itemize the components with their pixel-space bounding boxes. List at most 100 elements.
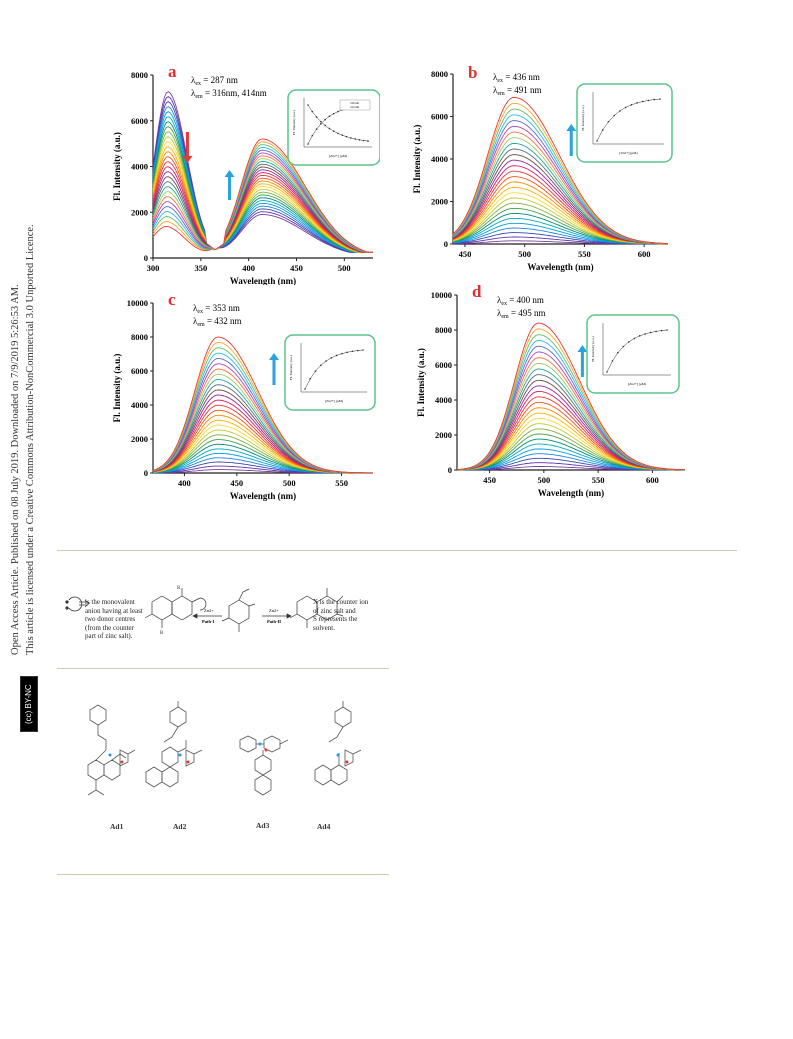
- spectrum-curve: [152, 136, 373, 253]
- inset-curve: [606, 329, 668, 373]
- right-note-line: solvent.: [313, 623, 335, 632]
- emission-label: λem = 491 nm: [493, 85, 542, 97]
- structure-ad3: [239, 735, 289, 796]
- spectrum-curve: [152, 126, 373, 253]
- x-tick-label: 600: [646, 475, 659, 485]
- y-tick-label: 4000: [431, 154, 448, 164]
- inset-legend-316: 316 nm: [350, 101, 360, 105]
- chart-d: 0 2000 4000 6000 8000 10000 450 500 550 600 Wavele…: [416, 282, 686, 498]
- excitation-label: λex = 400 nm: [497, 295, 544, 307]
- anion-symbol-icon: [65, 596, 90, 612]
- left-note-line: is the monovalent: [85, 598, 135, 606]
- y-tick-label: 8000: [131, 70, 148, 80]
- reaction-scheme: R R Zn2+ Path-I Zn2+ Path-II: [57, 580, 397, 660]
- x-axis-label: Wavelength (nm): [230, 276, 296, 285]
- x-axis-label: Wavelength (nm): [527, 262, 593, 272]
- path-2-label: Path-II: [267, 619, 281, 624]
- inset-point: [367, 140, 369, 142]
- cc-license-badge[interactable]: (cc) BY-NC: [20, 676, 38, 732]
- left-note-line: anion having at least: [85, 606, 143, 615]
- x-axis-label: Wavelength (nm): [230, 491, 296, 501]
- structure-label-ad2: Ad2: [173, 822, 187, 831]
- path-1-label: Path-I: [202, 619, 214, 624]
- x-tick-label: 550: [592, 475, 605, 485]
- inset-x-label: [Zn2+] (μM): [325, 399, 344, 403]
- x-tick-label: 400: [242, 263, 255, 273]
- y-tick-label: 4000: [131, 162, 148, 172]
- spectrum-curve: [152, 116, 373, 253]
- inset-x-label: [Zn2+] (μM): [619, 151, 638, 155]
- x-tick-label: 350: [194, 263, 207, 273]
- y-tick-label: 6000: [431, 112, 448, 122]
- inset-frame: [576, 83, 673, 163]
- right-note-line: of zinc salt and: [313, 606, 356, 615]
- zn-label-1: Zn2+: [204, 608, 214, 613]
- y-tick-label: 6000: [131, 366, 148, 376]
- structure-ad2: [145, 701, 203, 788]
- spectrum-curve: [152, 141, 373, 253]
- y-tick-label: 10000: [431, 290, 452, 300]
- spectrum-curve: [152, 106, 373, 253]
- x-tick-label: 500: [537, 475, 550, 485]
- panel-a: 0 2000 4000 6000 8000 300 350 400 450 500 Waveleng…: [105, 55, 381, 286]
- inset-y-label: FL Intensity (a.u.): [289, 354, 293, 380]
- spectrum-curve: [152, 155, 373, 253]
- spectrum-curve: [456, 322, 685, 471]
- svg-text:R: R: [177, 586, 181, 591]
- x-tick-label: 300: [147, 263, 160, 273]
- y-axis-label: Fl. Intensity (a.u.): [112, 132, 122, 201]
- y-tick-label: 2000: [131, 207, 148, 217]
- structures-drawing: [87, 701, 362, 796]
- arrow-down-icon: [182, 156, 193, 163]
- spectrum-curve: [152, 160, 373, 253]
- spectrum-curve: [152, 146, 373, 253]
- y-tick-label: 0: [144, 468, 148, 478]
- y-tick-label: 0: [448, 465, 452, 475]
- y-tick-label: 10000: [127, 298, 148, 308]
- spectrum-curve: [152, 91, 373, 253]
- scheme-right-note: X is the counter ion of zinc salt and S …: [313, 598, 388, 632]
- structure-label-ad4: Ad4: [317, 822, 331, 831]
- inset-frame: [586, 314, 680, 394]
- arrow-up-icon: [569, 130, 573, 156]
- left-note-line: (from the counter: [85, 623, 134, 632]
- arrow-up-icon: [577, 345, 588, 352]
- spectrum-curve: [152, 151, 373, 253]
- arrow-up-icon: [272, 359, 276, 385]
- inset-curve: [304, 349, 364, 390]
- y-tick-label: 4000: [131, 400, 148, 410]
- excitation-label: λex = 287 nm: [191, 75, 238, 87]
- panel-letter: c: [168, 290, 176, 309]
- scheme-drawing: R R Zn2+ Path-I Zn2+ Path-II: [65, 586, 344, 636]
- chart-a: 0 2000 4000 6000 8000 300 350 400 450 500 Waveleng…: [112, 62, 381, 286]
- panel-letter: b: [468, 63, 477, 82]
- spectrum-curve: [152, 163, 373, 253]
- structure-label-ad3: Ad3: [256, 821, 270, 830]
- structure-ad4: [314, 701, 362, 786]
- right-note-line: X is the counter ion: [313, 598, 369, 606]
- emission-label: λem = 432 nm: [193, 316, 242, 328]
- spectrum-curve: [152, 166, 373, 253]
- inset-y-label: FL Intensity (a.u.): [591, 336, 595, 362]
- x-tick-label: 450: [290, 263, 303, 273]
- y-tick-label: 2000: [435, 430, 452, 440]
- y-tick-label: 8000: [431, 69, 448, 79]
- x-tick-label: 500: [518, 249, 531, 259]
- inset-point: [666, 329, 668, 331]
- divider-2: [57, 668, 389, 669]
- spectrum-curve: [152, 131, 373, 253]
- inset-y-label: FL Intensity (a.u.): [581, 105, 585, 131]
- excitation-label: λex = 353 nm: [193, 303, 240, 315]
- arrow-up-icon: [228, 176, 232, 200]
- spectrum-curve: [152, 161, 373, 253]
- x-tick-label: 450: [483, 475, 496, 485]
- arrow-up-icon: [224, 170, 235, 177]
- spectrum-curve: [152, 169, 373, 253]
- y-axis-label: Fl. Intensity (a.u.): [416, 348, 426, 417]
- spectrum-curve: [152, 166, 373, 253]
- y-tick-label: 6000: [131, 116, 148, 126]
- ligand-structure: [221, 588, 256, 632]
- panel-c: 0 2000 4000 6000 8000 10000 400 450 500 550 Wavele…: [105, 285, 380, 515]
- emission-label: λem = 316nm, 414nm: [191, 88, 267, 100]
- y-axis-label: Fl. Intensity (a.u.): [412, 125, 422, 194]
